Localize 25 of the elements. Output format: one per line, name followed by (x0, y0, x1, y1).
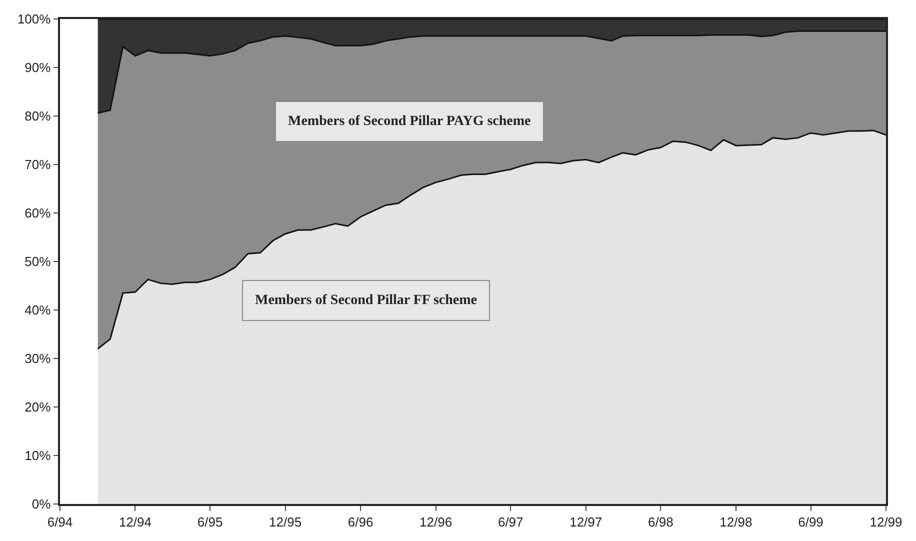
series-label: Members of Second Pillar FF scheme (255, 293, 478, 308)
y-tick-label: 10% (24, 448, 52, 464)
x-tick-label: 12/97 (570, 514, 602, 530)
y-tick-label: 60% (24, 206, 52, 221)
y-tick-label: 100% (17, 12, 52, 27)
y-tick-label: 30% (24, 351, 52, 366)
x-tick-label: 12/94 (118, 514, 152, 530)
x-tick-label: 6/95 (197, 514, 223, 530)
y-tick-label: 20% (24, 400, 52, 415)
x-tick-label: 12/99 (870, 514, 902, 530)
y-tick-label: 40% (24, 302, 52, 318)
x-tick-label: 6/96 (348, 514, 374, 530)
x-tick-label: 6/98 (648, 514, 674, 530)
y-tick-label: 0% (32, 496, 52, 512)
series-label: Members of Second Pillar PAYG scheme (288, 114, 531, 129)
y-tick-label: 90% (24, 60, 52, 76)
y-tick-label: 50% (24, 254, 52, 270)
x-tick-label: 12/96 (420, 514, 452, 530)
y-tick-label: 80% (24, 108, 52, 124)
y-tick-label: 70% (24, 157, 52, 172)
x-tick-label: 6/99 (798, 514, 824, 530)
x-tick-label: 6/97 (498, 514, 524, 530)
x-tick-label: 12/95 (269, 514, 302, 530)
x-tick-label: 12/98 (720, 514, 752, 530)
x-tick-label: 6/94 (47, 514, 73, 530)
